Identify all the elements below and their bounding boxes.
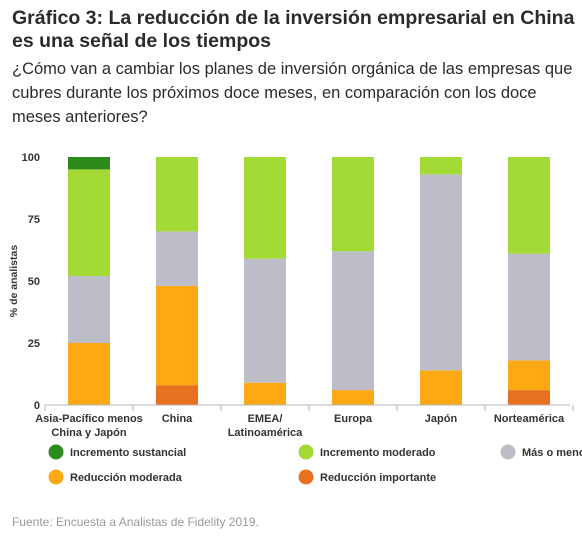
bar-segment: [332, 390, 374, 405]
legend-swatch: [298, 469, 314, 485]
legend-swatch: [298, 444, 314, 460]
bar-segment: [332, 251, 374, 391]
bar-segment: [68, 276, 110, 343]
y-axis-title: % de analistas: [8, 245, 20, 318]
legend-swatch: [48, 444, 64, 460]
y-tick-label: 50: [28, 276, 40, 288]
bar-segment: [508, 253, 550, 361]
bar-segment: [508, 390, 550, 405]
bar-segment: [68, 343, 110, 405]
x-tick-label: Europa: [334, 413, 373, 425]
x-tick-label: Japón: [425, 413, 458, 425]
bar-segment: [244, 157, 286, 259]
bar-segment: [508, 360, 550, 391]
legend-label: Más o menos igual: [522, 447, 582, 459]
bar-segment: [68, 169, 110, 277]
x-tick-label: Asia-Pacífico menos: [35, 413, 143, 425]
bar-segment: [420, 157, 462, 175]
bar-segment: [68, 157, 110, 170]
source-note: Fuente: Encuesta a Analistas de Fidelity…: [12, 515, 259, 529]
bar-segment: [156, 385, 198, 405]
y-tick-label: 25: [28, 338, 40, 350]
bar-segment: [244, 382, 286, 405]
chart-subtitle: ¿Cómo van a cambiar los planes de invers…: [12, 60, 573, 126]
legend-label: Incremento moderado: [320, 447, 436, 459]
bar-segment: [156, 231, 198, 286]
bar-segment: [156, 157, 198, 232]
x-tick-label: Latinoamérica: [228, 427, 303, 439]
bar-segment: [508, 157, 550, 254]
chart-title: Gráfico 3: La reducción de la inversión …: [12, 7, 575, 52]
bar-segment: [244, 258, 286, 383]
bar-segment: [156, 285, 198, 386]
legend-label: Reducción importante: [320, 472, 436, 484]
x-tick-label: China: [162, 413, 193, 425]
bar-segment: [420, 370, 462, 405]
y-tick-label: 0: [34, 400, 40, 412]
x-tick-label: China y Japón: [51, 427, 126, 439]
x-tick-label: Norteamérica: [494, 413, 565, 425]
legend-swatch: [48, 469, 64, 485]
y-tick-label: 75: [28, 214, 40, 226]
bar-segment: [420, 174, 462, 371]
legend-label: Reducción moderada: [70, 472, 183, 484]
bar-segment: [332, 157, 374, 252]
legend-label: Incremento sustancial: [70, 447, 186, 459]
x-tick-label: EMEA/: [248, 413, 283, 425]
legend-swatch: [500, 444, 516, 460]
y-tick-label: 100: [22, 152, 40, 164]
